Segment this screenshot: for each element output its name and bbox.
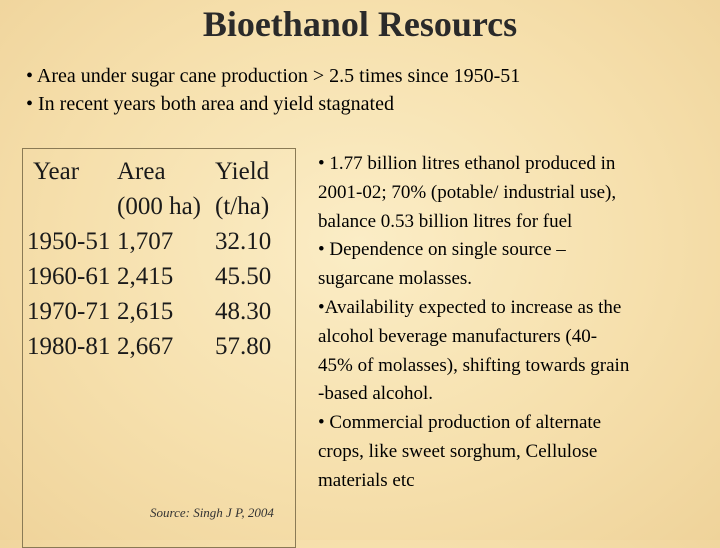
header-area: Area (000 ha) <box>117 158 201 220</box>
right-bullet-text: • 1.77 billion litres ethanol produced i… <box>318 153 630 491</box>
sugarcane-table: Year Area (000 ha) Yield (t/ha) 1950-51 … <box>23 149 295 364</box>
cell-yield: 45.50 <box>215 263 272 290</box>
cell-area: 2,415 <box>117 263 174 290</box>
header-year: Year <box>33 158 80 185</box>
cell-year: 1980-81 <box>27 333 111 360</box>
slide-title: Bioethanol Resourcs <box>202 4 518 44</box>
top-bullet-list: • Area under sugar cane production > 2.5… <box>26 62 520 118</box>
bullet-stagnation: • In recent years both area and yield st… <box>26 93 394 115</box>
cell-area: 2,667 <box>117 333 174 360</box>
cell-yield: 32.10 <box>215 228 272 255</box>
cell-year: 1950-51 <box>27 228 111 255</box>
bullet-area-growth: • Area under sugar cane production > 2.5… <box>26 65 521 87</box>
cell-yield: 57.80 <box>215 333 272 360</box>
table-row: 1980-81 2,667 57.80 <box>23 329 295 364</box>
right-bullet-block: • 1.77 billion litres ethanol produced i… <box>318 150 718 496</box>
cell-area: 1,707 <box>117 228 174 255</box>
header-yield: Yield (t/ha) <box>215 158 270 220</box>
source-citation: Source: Singh J P, 2004 <box>150 505 274 520</box>
cell-area: 2,615 <box>117 298 174 325</box>
table-row: 1960-61 2,415 45.50 <box>23 259 295 294</box>
table-row: 1950-51 1,707 32.10 <box>23 224 295 259</box>
cell-yield: 48.30 <box>215 298 272 325</box>
cell-year: 1960-61 <box>27 263 111 290</box>
table-row: 1970-71 2,615 48.30 <box>23 294 295 329</box>
cell-year: 1970-71 <box>27 298 111 325</box>
table-header-row: Year Area (000 ha) Yield (t/ha) <box>23 149 295 224</box>
sugarcane-table-frame: Year Area (000 ha) Yield (t/ha) 1950-51 … <box>22 148 296 548</box>
